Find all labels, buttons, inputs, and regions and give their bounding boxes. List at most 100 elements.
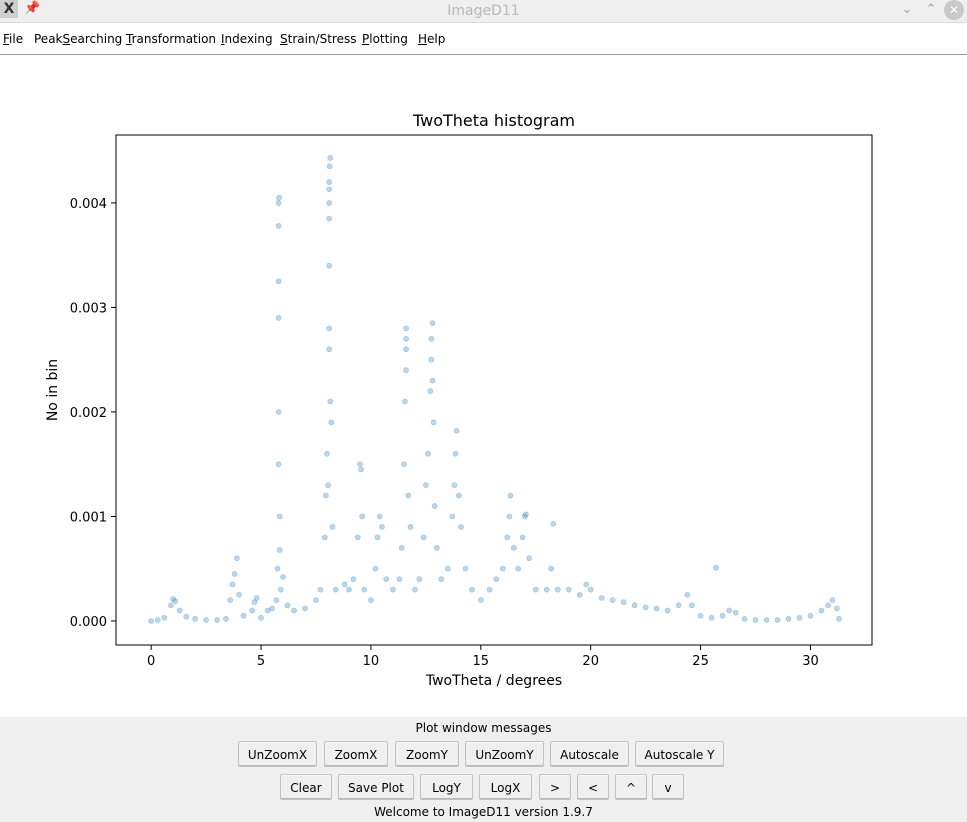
clear-button[interactable]: Clear xyxy=(280,774,332,800)
menu-indexing[interactable]: Indexing xyxy=(221,32,273,46)
data-point xyxy=(326,186,333,193)
prev-button[interactable]: < xyxy=(577,774,609,800)
pin-icon[interactable]: 📌 xyxy=(24,1,41,16)
data-point xyxy=(358,466,364,473)
save-plot-button[interactable]: Save Plot xyxy=(338,774,414,800)
data-point xyxy=(785,615,792,622)
data-point xyxy=(398,544,405,551)
data-point xyxy=(774,617,781,623)
logy-button[interactable]: LogY xyxy=(420,774,473,800)
window-title: ImageD11 xyxy=(447,3,520,19)
data-point xyxy=(829,597,836,603)
app-x-icon[interactable]: X xyxy=(0,0,18,18)
data-point xyxy=(214,617,220,623)
twotheta-chart[interactable]: TwoTheta histogram 0 5 10 15 20 25 30 0.000 0.001… xyxy=(0,55,967,717)
chevron-up-icon[interactable]: ⌃ xyxy=(925,2,937,17)
menu-peaksearching[interactable]: PeakSearching xyxy=(34,32,123,46)
data-point xyxy=(422,482,429,489)
y-tick-label: 0.003 xyxy=(70,301,107,316)
data-point xyxy=(732,609,739,616)
data-point xyxy=(325,482,331,489)
data-point xyxy=(354,534,361,541)
data-point xyxy=(326,325,333,332)
data-point xyxy=(444,565,451,572)
data-point xyxy=(275,278,282,285)
y-axis-label: No in bin xyxy=(45,359,61,421)
data-point xyxy=(275,461,282,468)
unzoomy-button[interactable]: UnZoomY xyxy=(465,741,544,767)
data-point xyxy=(452,450,459,457)
zoomy-button[interactable]: ZoomY xyxy=(395,741,459,767)
data-point xyxy=(326,215,333,222)
data-point xyxy=(486,586,493,593)
logx-button[interactable]: LogX xyxy=(479,774,532,800)
up-button[interactable]: ^ xyxy=(615,774,647,800)
menu-plotting[interactable]: Plotting xyxy=(362,32,408,46)
data-point xyxy=(236,591,242,598)
data-point xyxy=(291,607,297,614)
data-point xyxy=(264,607,271,614)
data-point xyxy=(275,409,282,415)
data-point xyxy=(275,200,282,206)
data-point xyxy=(522,511,529,518)
next-button[interactable]: > xyxy=(539,774,571,800)
data-point xyxy=(708,614,715,621)
data-point xyxy=(420,534,427,541)
plot-area[interactable]: TwoTheta histogram 0 5 10 15 20 25 30 0.000 0.001… xyxy=(0,55,967,717)
data-point xyxy=(372,565,379,572)
data-point xyxy=(302,605,308,612)
data-point xyxy=(170,596,177,602)
data-point xyxy=(675,602,682,609)
x-tick-label: 5 xyxy=(257,654,265,669)
close-icon[interactable]: ✕ xyxy=(944,0,964,20)
data-point xyxy=(726,607,733,614)
chevron-down-icon[interactable]: ⌄ xyxy=(901,2,913,17)
data-point xyxy=(620,599,627,606)
data-point xyxy=(253,595,260,601)
data-point xyxy=(407,524,414,530)
data-point xyxy=(550,520,557,527)
data-point xyxy=(357,461,363,468)
status-message: Welcome to ImageD11 version 1.9.7 xyxy=(374,805,593,819)
plot-messages-label: Plot window messages xyxy=(415,721,552,735)
menu-strain-stress[interactable]: Strain/Stress xyxy=(280,32,357,46)
data-point xyxy=(521,513,528,520)
data-point xyxy=(192,615,199,622)
menu-help[interactable]: Help xyxy=(418,32,446,46)
data-point xyxy=(326,262,333,269)
autoscale-y-button[interactable]: Autoscale Y xyxy=(635,741,724,767)
data-point xyxy=(548,565,555,572)
data-point xyxy=(275,223,282,229)
title-bar: X 📌 ImageD11 ⌄ ⌃ ✕ xyxy=(0,0,967,23)
data-point xyxy=(416,576,423,583)
data-point xyxy=(227,597,234,603)
data-point xyxy=(453,427,460,434)
data-point xyxy=(825,602,831,609)
menu-transformation[interactable]: Transformation xyxy=(126,32,217,46)
autoscale-button[interactable]: Autoscale xyxy=(550,741,629,767)
data-point xyxy=(326,179,333,185)
x-tick-label: 25 xyxy=(692,654,709,669)
data-point xyxy=(403,367,409,374)
zoomx-button[interactable]: ZoomX xyxy=(324,741,388,767)
data-point xyxy=(379,524,385,530)
data-point xyxy=(383,576,390,583)
down-button[interactable]: v xyxy=(652,774,684,800)
data-point xyxy=(807,612,814,619)
data-point xyxy=(168,602,174,609)
data-point xyxy=(427,388,434,394)
data-point xyxy=(329,524,336,530)
data-point xyxy=(642,604,649,611)
unzoomx-button[interactable]: UnZoomX xyxy=(238,741,317,767)
data-point xyxy=(576,591,583,598)
data-point xyxy=(269,605,275,612)
data-point xyxy=(280,574,286,580)
data-point xyxy=(526,555,533,562)
data-point xyxy=(411,586,418,593)
menu-file[interactable]: File xyxy=(3,32,24,46)
data-point xyxy=(429,377,436,384)
data-point xyxy=(405,492,412,499)
data-point xyxy=(172,598,179,605)
data-point xyxy=(313,597,319,603)
data-point xyxy=(469,586,475,593)
